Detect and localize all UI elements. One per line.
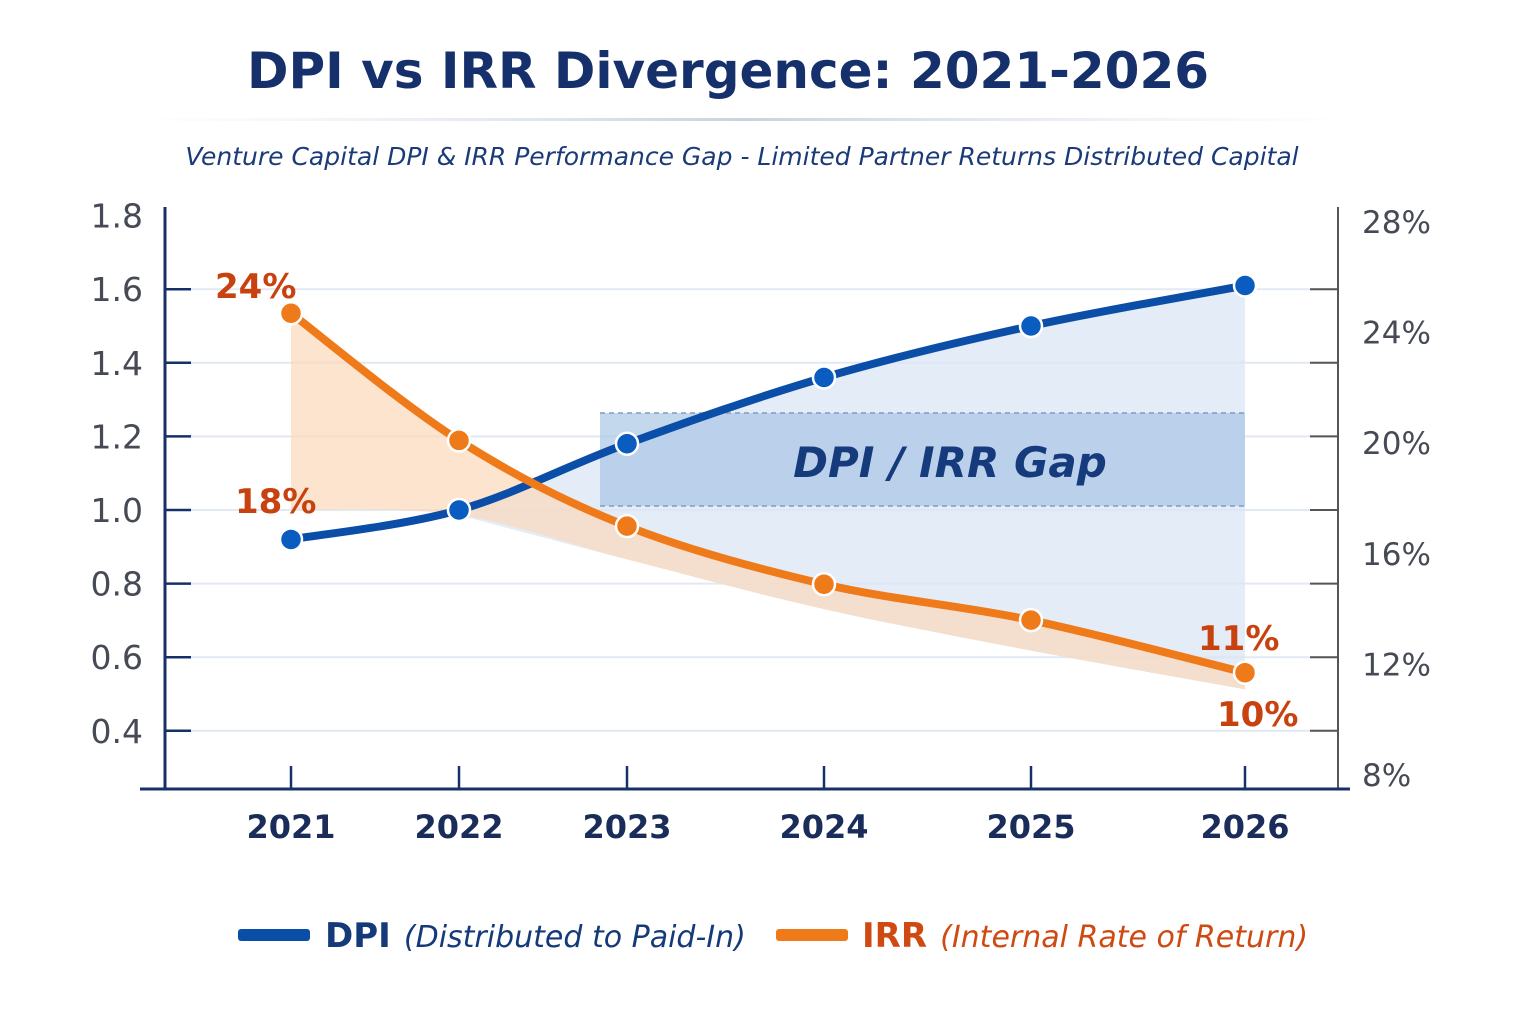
irr-label-2026-high: 11% [1198,619,1279,659]
irr-point-2023 [614,513,640,539]
gap-annotation: DPI / IRR Gap [600,412,1245,507]
irr-point-2024 [811,571,837,597]
irr-label-2021-low: 18% [235,482,316,522]
right-tick-label: 8% [1362,758,1411,794]
right-tick-label: 28% [1362,205,1431,241]
dpi-line [287,281,1249,544]
chart-subtitle: Venture Capital DPI & IRR Performance Ga… [185,142,1298,171]
title-divider [130,118,1360,121]
legend-item-irr[interactable]: IRR (Internal Rate of Return) [776,916,1308,956]
left-tick-label: 1.6 [91,270,143,309]
x-tick-label: 2023 [582,808,671,846]
x-tick-label: 2024 [779,808,868,846]
irr-point-2022 [446,428,472,453]
gap-band [600,413,1245,506]
dpi-point-2026 [1232,273,1258,298]
irr-point-2026 [1232,660,1258,685]
right-tick-label: 12% [1362,647,1431,683]
left-tick-label: 0.8 [91,565,143,604]
legend-item-dpi[interactable]: DPI (Distributed to Paid-In) [238,916,746,956]
left-tick-label: 1.8 [91,197,143,236]
irr-point-2021 [278,300,304,326]
left-tick-label: 1.4 [91,344,143,383]
x-tick-label: 2021 [246,808,335,846]
legend-swatch-irr [776,929,848,941]
dpi-point-2022 [446,497,472,523]
legend: DPI (Distributed to Paid-In) IRR (Intern… [238,916,1308,956]
left-tick-label: 1.2 [91,417,143,456]
left-tick-label: 0.6 [91,638,143,677]
x-tick-label: 2026 [1200,808,1289,846]
irr-label-2026-low: 10% [1217,695,1298,735]
right-tick-label: 16% [1362,537,1431,573]
irr-line [287,309,1249,677]
legend-swatch-dpi [238,929,310,941]
dpi-point-2023 [614,431,640,457]
legend-dpi: DPI (Distributed to Paid-In) [325,916,746,956]
left-tick-label: 1.0 [91,491,143,530]
legend-dpi-name: DPI [325,916,391,956]
right-tick-label: 24% [1362,316,1431,352]
legend-irr-name: IRR [862,916,927,956]
x-tick-label: 2025 [986,808,1075,846]
dpi-point-2025 [1018,313,1044,339]
axes [140,207,1350,791]
irr-label-2021-high: 24% [215,267,296,307]
series-lines [278,273,1258,685]
dpi-point-2021 [278,527,304,552]
left-tick-label: 0.4 [91,712,143,751]
legend-dpi-desc: (Distributed to Paid-In) [404,920,746,955]
x-tick-label: 2022 [414,808,503,846]
irr-point-2025 [1018,607,1044,633]
legend-irr-desc: (Internal Rate of Return) [940,920,1308,955]
right-tick-label: 20% [1362,426,1431,462]
dpi-point-2024 [811,365,837,390]
chart-title: DPI vs IRR Divergence: 2021-2026 [247,42,1209,100]
tick-labels: 1.8 1.6 1.4 1.2 1.0 0.8 0.6 0.4 28% 24% 20% 16% 12% 8… [91,197,1431,846]
gap-label: DPI / IRR Gap [793,438,1107,487]
legend-irr: IRR (Internal Rate of Return) [862,916,1308,956]
